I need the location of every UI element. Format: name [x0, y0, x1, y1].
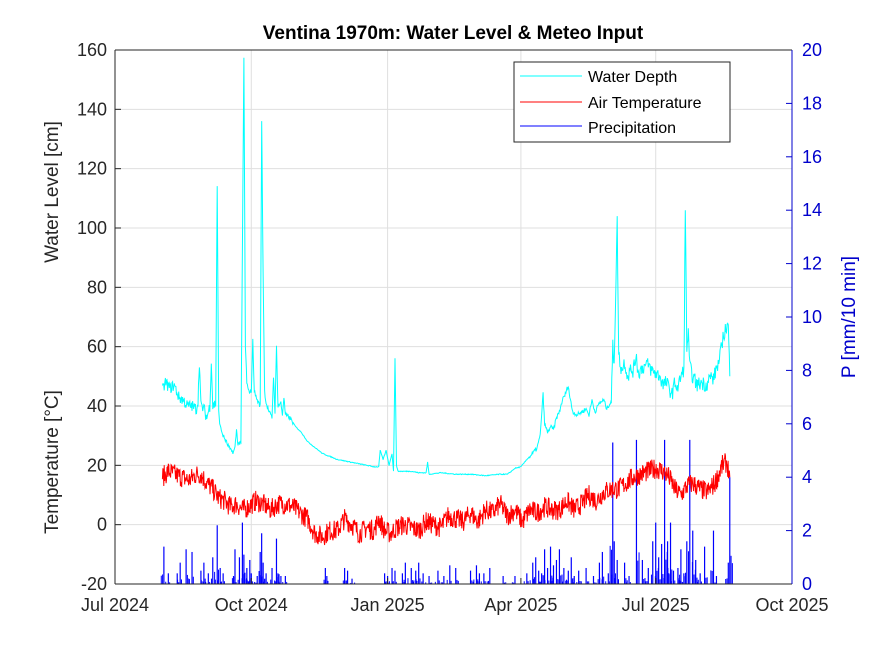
series-precipitation: [160, 439, 733, 584]
legend: Water Depth Air Temperature Precipitatio…: [513, 61, 731, 143]
chart-title: Ventina 1970m: Water Level & Meteo Input: [263, 23, 644, 44]
axes: Jul 2024 Oct 2024 Jan 2025 Apr 2025 Jul 2025…: [77, 40, 829, 615]
y-left-tick-label: 80: [87, 277, 107, 297]
y-right-tick-label: 16: [802, 147, 822, 167]
y-left-tick-label: 20: [87, 455, 107, 475]
y-left-tick-label: 100: [77, 218, 107, 238]
y-left-tick-label: -20: [81, 574, 107, 594]
series-layer: [160, 57, 733, 584]
y-right-tick-label: 10: [802, 307, 822, 327]
y-axis-label-water-level: Water Level [cm]: [42, 121, 63, 263]
legend-label-precipitation: Precipitation: [588, 120, 676, 137]
y-axis-label-temperature: Temperature [°C]: [42, 390, 63, 534]
y-right-tick-label: 0: [802, 574, 812, 594]
y-right-tick-label: 14: [802, 200, 822, 220]
x-tick-label: Apr 2025: [484, 595, 557, 615]
y-axis-label-precipitation: P [mm/10 min]: [839, 256, 860, 378]
series-water-depth: [161, 57, 731, 477]
y-left-tick-label: 160: [77, 40, 107, 60]
y-left-tick-label: 60: [87, 337, 107, 357]
y-right-tick-label: 20: [802, 40, 822, 60]
y-right-tick-label: 12: [802, 254, 822, 274]
y-right-tick-label: 4: [802, 467, 812, 487]
y-right-tick-label: 6: [802, 414, 812, 434]
x-tick-label: Oct 2025: [755, 595, 828, 615]
y-right-tick-label: 8: [802, 360, 812, 380]
legend-label-air-temperature: Air Temperature: [588, 95, 702, 112]
x-tick-label: Oct 2024: [215, 595, 288, 615]
x-tick-label: Jan 2025: [351, 595, 425, 615]
x-tick-label: Jul 2025: [622, 595, 690, 615]
y-left-tick-label: 140: [77, 99, 107, 119]
y-left-tick-label: 0: [97, 515, 107, 535]
y-left-tick-label: 40: [87, 396, 107, 416]
y-left-tick-label: 120: [77, 159, 107, 179]
series-air-temperature: [161, 453, 731, 546]
x-tick-label: Jul 2024: [81, 595, 149, 615]
y-right-tick-label: 2: [802, 521, 812, 541]
legend-label-water-depth: Water Depth: [588, 69, 677, 86]
y-right-tick-label: 18: [802, 93, 822, 113]
